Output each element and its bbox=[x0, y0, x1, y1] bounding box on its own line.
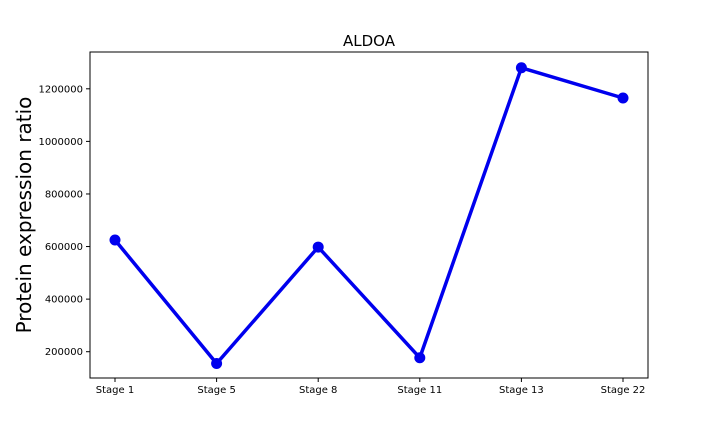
data-point bbox=[211, 358, 223, 370]
plot-area: 200000 400000 600000 800000 1000000 1200000 St… bbox=[38, 51, 649, 396]
plot-frame bbox=[89, 51, 649, 379]
y-tick-label: 1200000 bbox=[38, 84, 83, 95]
x-tick-label: Stage 22 bbox=[601, 385, 646, 396]
y-tick-label: 600000 bbox=[45, 242, 83, 253]
y-tick-label: 200000 bbox=[45, 347, 83, 358]
chart-title: ALDOA bbox=[343, 32, 396, 50]
y-tick-label: 400000 bbox=[45, 295, 83, 306]
y-tick-label: 1000000 bbox=[38, 137, 83, 148]
series-line bbox=[113, 65, 624, 367]
x-tick-label: Stage 5 bbox=[197, 385, 235, 396]
x-tick-label: Stage 13 bbox=[499, 385, 544, 396]
data-point bbox=[414, 352, 426, 364]
data-point bbox=[515, 62, 527, 74]
data-point bbox=[617, 92, 629, 104]
y-tick-label: 800000 bbox=[45, 189, 83, 200]
y-axis-label: Protein expression ratio bbox=[12, 97, 36, 334]
data-point bbox=[312, 241, 324, 253]
x-tick-label: Stage 8 bbox=[299, 385, 337, 396]
data-point bbox=[109, 234, 121, 246]
x-tick-label: Stage 1 bbox=[96, 385, 134, 396]
x-tick-label: Stage 11 bbox=[397, 385, 442, 396]
